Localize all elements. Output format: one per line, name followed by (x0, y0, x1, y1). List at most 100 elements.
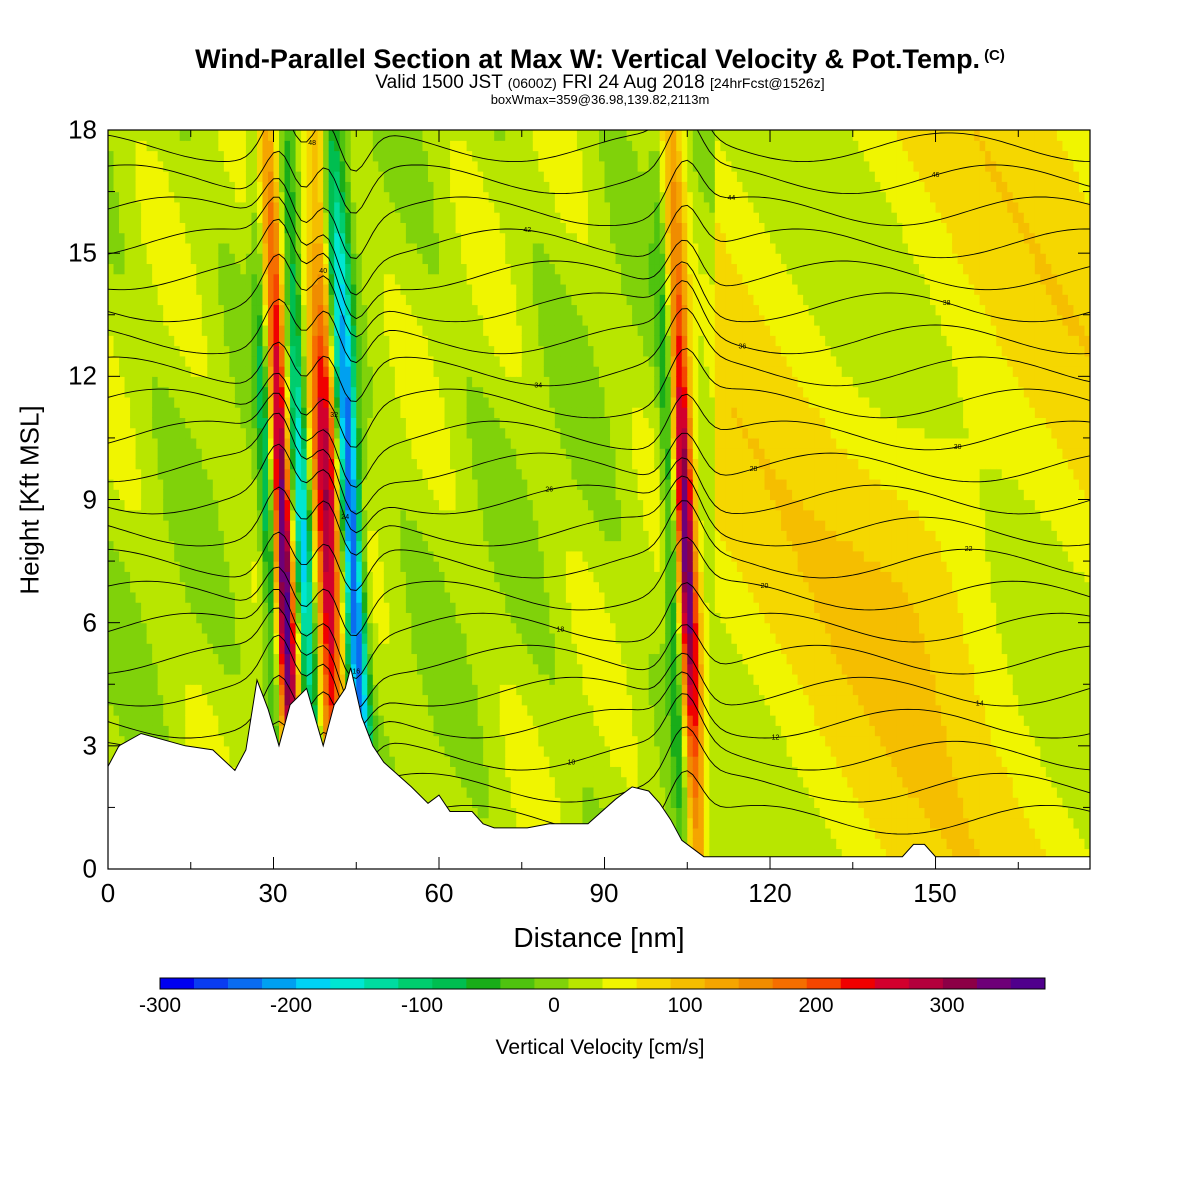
velocity-cell (411, 294, 418, 306)
velocity-cell (361, 643, 368, 655)
velocity-cell (411, 612, 418, 624)
velocity-cell (367, 130, 374, 141)
velocity-cell (163, 499, 170, 511)
velocity-cell (378, 581, 385, 593)
velocity-cell (113, 181, 120, 193)
velocity-cell (267, 212, 275, 223)
velocity-cell (323, 130, 330, 141)
velocity-cell (218, 407, 225, 418)
velocity-cell (367, 294, 374, 306)
velocity-cell (439, 325, 446, 336)
velocity-cell (267, 458, 275, 470)
velocity-cell (328, 530, 335, 542)
velocity-cell (240, 407, 247, 418)
velocity-cell (350, 581, 357, 593)
velocity-cell (472, 673, 479, 685)
velocity-cell (444, 704, 451, 716)
velocity-cell (444, 540, 451, 552)
velocity-cell (207, 201, 214, 213)
velocity-cell (251, 581, 258, 593)
velocity-cell (152, 694, 159, 706)
velocity-cell (295, 632, 302, 644)
velocity-cell (483, 571, 490, 583)
velocity-cell (444, 325, 451, 336)
velocity-cell (416, 335, 424, 347)
velocity-cell (317, 725, 324, 737)
velocity-cell (207, 458, 214, 470)
velocity-cell (157, 283, 164, 295)
velocity-cell (367, 335, 374, 347)
velocity-cell (400, 345, 407, 357)
velocity-cell (290, 694, 297, 706)
velocity-cell (108, 345, 115, 357)
velocity-cell (350, 160, 357, 172)
velocity-cell (400, 130, 407, 141)
velocity-cell (229, 489, 236, 501)
velocity-cell (334, 253, 341, 265)
velocity-cell (422, 684, 429, 696)
velocity-cell (108, 201, 115, 213)
velocity-cell (361, 232, 368, 244)
velocity-cell (372, 509, 379, 521)
velocity-cell (196, 222, 203, 234)
velocity-cell (461, 150, 468, 162)
velocity-cell (245, 160, 253, 172)
velocity-cell (466, 304, 473, 316)
velocity-cell (461, 294, 468, 306)
velocity-cell (466, 571, 473, 583)
velocity-cell (416, 612, 424, 624)
velocity-cell (113, 222, 120, 234)
velocity-cell (157, 396, 164, 408)
velocity-cell (267, 530, 275, 542)
velocity-cell (345, 150, 352, 162)
velocity-cell (273, 242, 280, 254)
velocity-cell (400, 520, 407, 531)
velocity-cell (328, 222, 335, 234)
velocity-cell (240, 304, 247, 316)
velocity-cell (444, 591, 451, 603)
velocity-cell (284, 222, 291, 234)
velocity-cell (361, 458, 368, 470)
velocity-cell (466, 396, 473, 408)
velocity-cell (218, 591, 225, 603)
velocity-cell (317, 468, 324, 480)
velocity-cell (207, 643, 214, 655)
velocity-cell (405, 735, 413, 747)
velocity-cell (190, 294, 197, 306)
velocity-cell (179, 314, 186, 326)
velocity-cell (256, 314, 264, 326)
velocity-cell (245, 417, 253, 429)
velocity-cell (201, 150, 208, 162)
velocity-cell (152, 489, 159, 501)
velocity-cell (312, 325, 319, 336)
velocity-cell (119, 355, 126, 367)
velocity-cell (223, 663, 230, 675)
velocity-cell (124, 530, 131, 542)
velocity-cell (317, 509, 324, 521)
velocity-cell (439, 253, 446, 265)
velocity-cell (389, 140, 396, 152)
velocity-cell (312, 684, 319, 696)
velocity-cell (212, 571, 219, 583)
velocity-cell (229, 540, 236, 552)
velocity-cell (334, 673, 341, 685)
velocity-cell (461, 756, 468, 767)
velocity-cell (163, 407, 170, 418)
velocity-cell (163, 622, 170, 634)
velocity-cell (201, 325, 208, 336)
velocity-cell (472, 612, 479, 624)
velocity-cell (356, 140, 363, 152)
velocity-cell (383, 550, 390, 562)
velocity-cell (119, 191, 126, 203)
velocity-cell (245, 222, 253, 234)
velocity-cell (284, 212, 291, 223)
velocity-cell (130, 684, 137, 696)
velocity-cell (163, 242, 170, 254)
velocity-cell (295, 273, 302, 285)
velocity-cell (394, 130, 401, 141)
velocity-cell (196, 437, 203, 449)
velocity-cell (301, 304, 308, 316)
velocity-cell (234, 550, 242, 562)
velocity-cell (201, 643, 208, 655)
velocity-cell (444, 509, 451, 521)
